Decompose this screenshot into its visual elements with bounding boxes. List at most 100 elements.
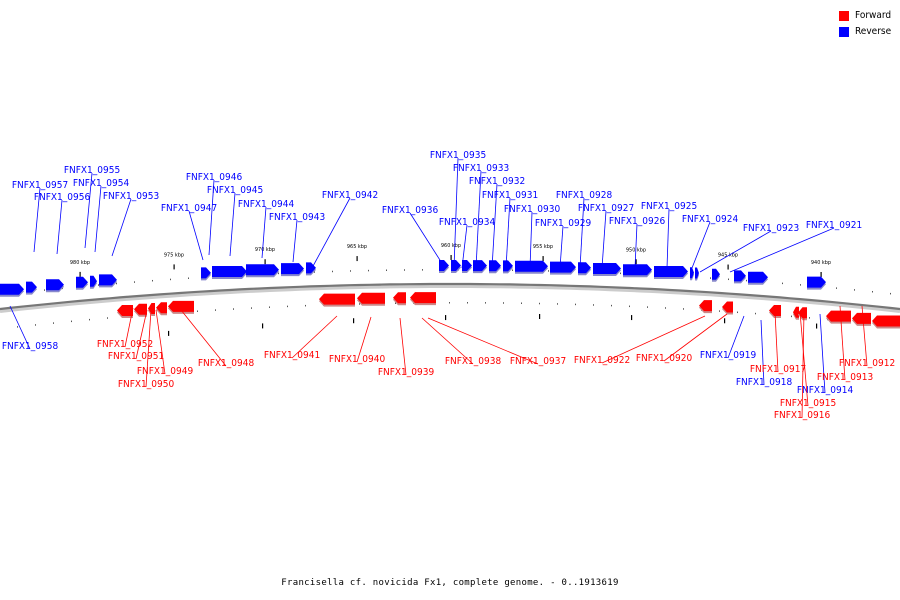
minor-tick xyxy=(359,303,360,305)
gene-arrow-fnfx1-0914 xyxy=(826,310,851,322)
minor-tick xyxy=(755,312,756,315)
major-tick xyxy=(264,259,266,265)
minor-tick xyxy=(800,284,801,286)
gene-label: FNFX1_0913 xyxy=(817,372,873,383)
gene-arrow-fnfx1-0941 xyxy=(319,293,355,305)
leader-line xyxy=(292,219,298,263)
minor-tick xyxy=(872,290,873,293)
minor-tick xyxy=(836,287,837,289)
leader-line xyxy=(155,309,166,375)
minor-tick xyxy=(890,292,891,295)
major-tick xyxy=(820,271,822,277)
gene-arrow-fnfx1-0949 xyxy=(148,303,155,314)
gene-arrow-fnfx1-0921 xyxy=(748,271,768,283)
leader-line xyxy=(291,315,338,359)
gene-arrow-fnfx1-0950 xyxy=(156,302,167,314)
minor-tick xyxy=(728,278,729,281)
leader-line xyxy=(421,317,474,365)
major-tick xyxy=(816,323,818,329)
leader-line xyxy=(111,198,132,257)
leader-line xyxy=(356,316,372,363)
gene-arrow-fnfx1-0921 xyxy=(807,276,826,288)
leader-line xyxy=(475,170,482,269)
leader-line xyxy=(453,157,459,269)
gene-arrow-fnfx1-0953 xyxy=(99,274,117,286)
minor-tick xyxy=(386,269,387,272)
minor-tick xyxy=(503,302,504,304)
minor-tick xyxy=(215,309,216,311)
minor-tick xyxy=(512,269,513,271)
major-tick xyxy=(635,259,637,265)
minor-tick xyxy=(98,284,99,286)
gene-arrow-fnfx1-0912 xyxy=(872,315,900,327)
gene-arrow-fnfx1-0917 xyxy=(769,305,781,316)
minor-tick xyxy=(620,272,621,275)
leader-line xyxy=(229,192,236,257)
leader-line xyxy=(839,305,846,381)
leader-line xyxy=(399,317,407,376)
gene-arrow-fnfx1-0920 xyxy=(722,301,733,313)
gene-label: FNFX1_0957 xyxy=(12,180,68,191)
minor-tick xyxy=(314,271,315,273)
gene-arrow-fnfx1-0931 xyxy=(503,260,513,272)
minor-tick xyxy=(647,306,648,308)
leader-line xyxy=(311,197,351,269)
gene-label: FNFX1_0950 xyxy=(118,379,175,390)
leader-line xyxy=(819,313,826,394)
leader-line xyxy=(94,185,102,253)
minor-tick xyxy=(665,307,666,309)
minor-tick xyxy=(809,317,810,319)
minor-tick xyxy=(746,279,747,282)
minor-tick xyxy=(278,272,279,275)
leader-line xyxy=(9,305,31,350)
major-tick xyxy=(353,318,355,324)
leader-line xyxy=(699,230,772,273)
gene-arrow-fnfx1-0944 xyxy=(281,263,304,275)
scale-label: 975 kbp xyxy=(164,252,184,258)
scale-label: 970 kbp xyxy=(255,247,275,253)
major-tick xyxy=(539,314,541,320)
leader-line xyxy=(529,211,533,269)
major-tick xyxy=(542,256,544,262)
gene-arrow-fnfx1-0945 xyxy=(246,264,279,276)
gene-label: FNFX1_0928 xyxy=(556,190,613,201)
gene-arrow-fnfx1-0935 xyxy=(451,260,461,271)
gene-arrow-fnfx1-0915 xyxy=(798,307,807,319)
leader-line xyxy=(409,212,446,269)
leader-line xyxy=(56,199,63,255)
minor-tick xyxy=(449,302,450,304)
gene-label: FNFX1_0924 xyxy=(682,214,739,225)
minor-tick xyxy=(305,304,306,307)
leader-line xyxy=(145,309,152,388)
minor-tick xyxy=(710,277,711,279)
minor-tick xyxy=(854,289,855,291)
gene-arrow-fnfx1-0913 xyxy=(852,312,871,324)
gene-arrow-fnfx1-0946 xyxy=(212,266,247,277)
major-tick xyxy=(79,271,81,277)
major-tick xyxy=(356,256,358,262)
gene-arrow-fnfx1-0916 xyxy=(793,306,799,318)
gene-arrow-fnfx1-0927 xyxy=(593,263,621,274)
gene-label: FNFX1_0917 xyxy=(750,364,806,375)
major-tick xyxy=(631,315,633,321)
major-tick xyxy=(173,264,175,270)
gene-label: FNFX1_0954 xyxy=(73,178,130,189)
gene-arrow-fnfx1-0939 xyxy=(393,292,406,304)
minor-tick xyxy=(719,310,720,312)
minor-tick xyxy=(575,303,576,306)
minor-tick xyxy=(251,307,252,309)
minor-tick xyxy=(791,315,792,318)
gene-arrow-fnfx1-0957 xyxy=(0,283,24,295)
minor-tick xyxy=(395,302,396,305)
gene-arrow-fnfx1-0938 xyxy=(410,292,436,304)
gene-label: FNFX1_0922 xyxy=(574,355,630,366)
gene-label: FNFX1_0923 xyxy=(743,223,799,234)
leader-line xyxy=(579,197,585,269)
leader-line xyxy=(691,221,711,269)
leader-line xyxy=(760,319,765,386)
minor-tick xyxy=(287,305,288,308)
minor-tick xyxy=(233,308,234,310)
gene-label: FNFX1_0956 xyxy=(34,192,91,203)
minor-tick xyxy=(593,304,594,306)
gene-arrow-fnfx1-0954 xyxy=(76,276,88,288)
